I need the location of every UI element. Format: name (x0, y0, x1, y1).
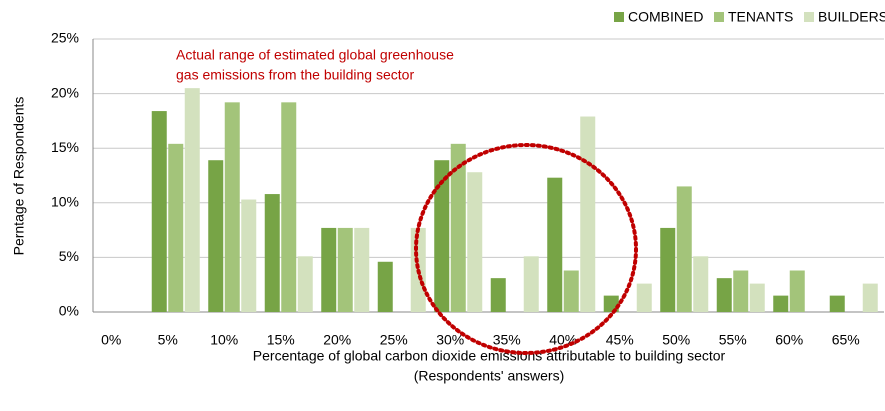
bar (208, 160, 224, 312)
bar (563, 270, 579, 312)
y-tick-label: 0% (59, 303, 79, 319)
legend-label: BUILDERS (818, 9, 885, 25)
x-tick-label: 65% (832, 332, 860, 348)
annotation: Actual range of estimated global greenho… (176, 47, 454, 63)
x-tick-label: 45% (606, 332, 634, 348)
x-tick-label: 10% (210, 332, 238, 348)
bar (603, 295, 619, 312)
legend-swatch (804, 12, 814, 22)
bar (377, 261, 393, 312)
legend-swatch (714, 12, 724, 22)
bar (676, 186, 692, 312)
bar (297, 256, 313, 312)
bar (580, 116, 596, 312)
y-tick-label: 20% (51, 84, 79, 100)
bar (636, 283, 652, 312)
x-tick-label: 55% (719, 332, 747, 348)
bar (241, 199, 257, 312)
bar (693, 256, 709, 312)
bar (321, 227, 337, 312)
bar (224, 102, 240, 312)
bar (354, 227, 370, 312)
y-axis-label: Perntage of Respondents (11, 97, 27, 256)
bar (467, 172, 483, 312)
x-tick-label: 15% (267, 332, 295, 348)
bar (434, 160, 450, 312)
bar (184, 88, 200, 312)
bar (264, 194, 280, 312)
y-tick-label: 5% (59, 248, 79, 264)
bar (337, 227, 353, 312)
bar (523, 256, 539, 312)
bar (862, 283, 878, 312)
bar (281, 102, 297, 312)
y-tick-label: 15% (51, 139, 79, 155)
bar (789, 270, 805, 312)
x-tick-label: 60% (775, 332, 803, 348)
bar (450, 143, 466, 312)
x-tick-label: 35% (493, 332, 521, 348)
y-tick-label: 25% (51, 30, 79, 46)
x-tick-label: 40% (549, 332, 577, 348)
x-tick-label: 50% (662, 332, 690, 348)
bar (490, 278, 506, 312)
legend-label: COMBINED (628, 9, 703, 25)
x-axis-label: (Respondents' answers) (414, 368, 565, 384)
bar (168, 143, 184, 312)
annotation: gas emissions from the building sector (176, 67, 414, 83)
legend-label: TENANTS (728, 9, 793, 25)
bar (151, 111, 167, 313)
bar (829, 295, 845, 312)
bar (716, 278, 732, 312)
bar (660, 227, 676, 312)
x-tick-label: 25% (380, 332, 408, 348)
bar (547, 177, 563, 312)
x-tick-label: 0% (101, 332, 121, 348)
legend-swatch (614, 12, 624, 22)
x-axis-label: Percentage of global carbon dioxide emis… (253, 348, 726, 364)
y-tick-label: 10% (51, 194, 79, 210)
x-tick-label: 30% (436, 332, 464, 348)
x-tick-label: 5% (158, 332, 178, 348)
highlight-ellipse (414, 143, 638, 355)
bar (749, 283, 765, 312)
x-tick-label: 20% (323, 332, 351, 348)
bar (733, 270, 749, 312)
bar (773, 295, 789, 312)
